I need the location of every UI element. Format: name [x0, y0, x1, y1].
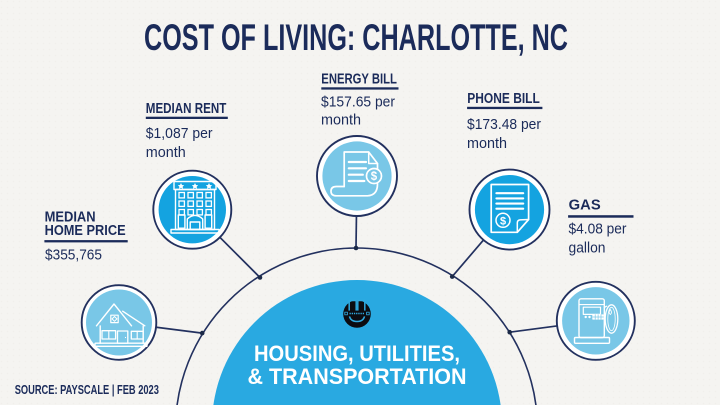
svg-text:MEDIAN RENT: MEDIAN RENT — [146, 101, 227, 117]
svg-text:$4.08 per: $4.08 per — [569, 221, 627, 238]
svg-text:$173.48 per: $173.48 per — [467, 116, 541, 133]
svg-text:gallon: gallon — [569, 240, 606, 257]
svg-text:$355,765: $355,765 — [45, 247, 102, 264]
svg-text:HOME PRICE: HOME PRICE — [45, 223, 126, 239]
svg-text:ENERGY BILL: ENERGY BILL — [321, 72, 397, 88]
svg-text:month: month — [467, 135, 507, 152]
svg-text:$1,087 per: $1,087 per — [146, 125, 213, 142]
svg-text:month: month — [321, 112, 361, 129]
svg-text:month: month — [146, 144, 186, 161]
svg-text:GAS: GAS — [569, 197, 601, 213]
svg-text:& TRANSPORTATION: & TRANSPORTATION — [248, 364, 467, 389]
svg-text:$: $ — [371, 171, 378, 183]
svg-text:COST OF LIVING: CHARLOTTE, NC: COST OF LIVING: CHARLOTTE, NC — [144, 17, 568, 58]
svg-text:PHONE BILL: PHONE BILL — [467, 91, 540, 107]
svg-text:MEDIAN: MEDIAN — [45, 209, 96, 225]
svg-text:HOUSING, UTILITIES,: HOUSING, UTILITIES, — [254, 341, 460, 366]
svg-text:$: $ — [500, 215, 506, 227]
svg-text:SOURCE: PAYSCALE | FEB 2023: SOURCE: PAYSCALE | FEB 2023 — [15, 382, 159, 397]
svg-text:$157.65 per: $157.65 per — [321, 93, 395, 110]
